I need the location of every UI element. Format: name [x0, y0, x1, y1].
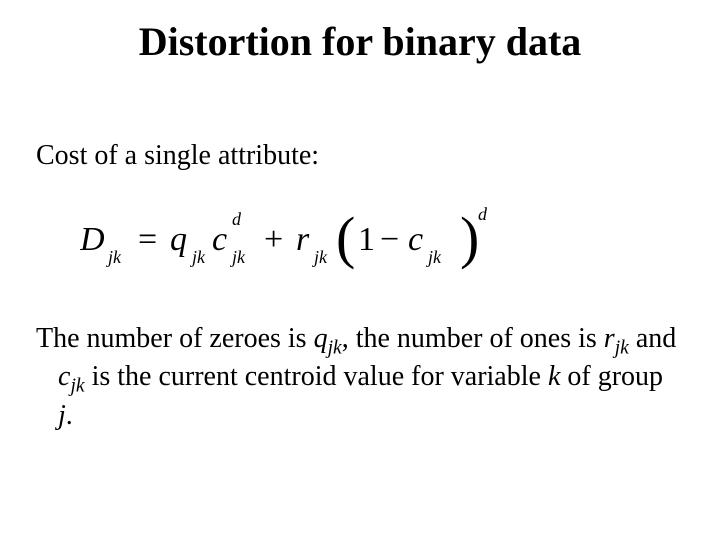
body-text-5: of group	[560, 361, 663, 392]
eq-c2-var: c	[408, 221, 423, 258]
body-var-r: r	[604, 323, 615, 354]
slide-title: Distortion for binary data	[0, 18, 720, 65]
body-sub-q: jk	[328, 338, 342, 359]
eq-outer-sup: d	[478, 204, 488, 224]
eq-lhs-sub: jk	[106, 247, 122, 267]
body-sub-r: jk	[615, 338, 629, 359]
eq-equals: =	[138, 221, 157, 258]
eq-plus: +	[264, 221, 283, 258]
eq-c1-sup: d	[232, 209, 242, 229]
body-text-4: is the current centroid value for variab…	[85, 361, 548, 392]
body-text-2: , the number of ones is	[342, 323, 604, 354]
eq-r-var: r	[296, 221, 310, 258]
body-text-3: and	[629, 323, 676, 354]
body-sub-c: jk	[70, 376, 84, 397]
distortion-equation: D jk = q jk c d jk + r jk ( 1 − c jk	[80, 195, 640, 285]
eq-rparen: )	[460, 205, 479, 270]
eq-lparen: (	[336, 205, 355, 270]
slide: Distortion for binary data Cost of a sin…	[0, 0, 720, 540]
eq-lhs-var: D	[80, 221, 105, 258]
eq-q-var: q	[170, 221, 187, 258]
eq-c2-sub: jk	[426, 247, 442, 267]
body-text-6: .	[66, 400, 73, 431]
body-text-1: The number of zeroes is	[36, 323, 314, 354]
eq-one: 1	[358, 221, 375, 258]
body-var-q: q	[314, 323, 328, 354]
eq-c1-sub: jk	[230, 247, 246, 267]
explanation-paragraph: The number of zeroes is qjk, the number …	[36, 322, 684, 433]
body-var-j: j	[58, 400, 66, 431]
eq-q-sub: jk	[190, 247, 206, 267]
eq-r-sub: jk	[312, 247, 328, 267]
eq-minus: −	[380, 221, 399, 258]
body-var-k: k	[548, 361, 560, 392]
subtitle: Cost of a single attribute:	[36, 140, 319, 172]
body-var-c: c	[58, 361, 70, 392]
eq-c1-var: c	[212, 221, 227, 258]
